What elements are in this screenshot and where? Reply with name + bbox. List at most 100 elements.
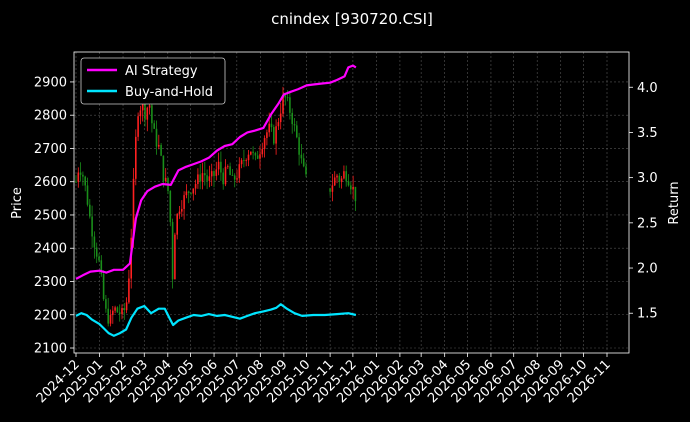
y-tick-label: 2300 [34, 275, 67, 290]
candle-body [128, 278, 130, 303]
candle-body [284, 95, 287, 98]
candle-body [345, 171, 348, 182]
candle-body [86, 185, 89, 205]
lines [75, 64, 357, 337]
candle-body [266, 132, 268, 139]
candle-body [289, 97, 291, 113]
candle-body [252, 151, 254, 153]
candle-body [174, 234, 176, 280]
y-axis-label: Price [10, 187, 25, 219]
candle-body [185, 191, 188, 196]
candle-body [236, 178, 238, 180]
candle-body [139, 110, 142, 117]
x-axis: 2024-122025-012025-022025-032025-042025-… [34, 353, 614, 406]
candle-body [204, 173, 206, 176]
candle-body [107, 308, 109, 324]
series-line-ai-strategy [75, 64, 357, 280]
candle-body [164, 177, 167, 182]
candle-body [79, 172, 82, 175]
candle-body [151, 105, 153, 124]
candle-body [245, 160, 247, 162]
y-tick-label: 2500 [34, 208, 67, 223]
candle-body [141, 103, 144, 111]
candle-body [240, 160, 243, 165]
candle-body [102, 274, 105, 300]
candle-body [183, 195, 185, 209]
candle-body [169, 190, 172, 223]
candle-body [123, 308, 126, 311]
candle-body [333, 177, 336, 186]
plot-frame [73, 51, 630, 354]
candle-body [215, 169, 218, 176]
candle-body [350, 185, 352, 190]
chart-title: cnindex [930720.CSI] [271, 10, 433, 28]
candle-body [210, 171, 213, 177]
candle-body [112, 310, 114, 316]
candle-body [100, 260, 103, 275]
candle-body [279, 113, 282, 123]
candle-body [352, 186, 354, 190]
candle-body [247, 154, 250, 161]
candle-body [109, 315, 112, 324]
candle-body [256, 155, 259, 159]
candle-body [329, 188, 331, 192]
candle-body [91, 216, 93, 237]
candle-body [105, 299, 107, 309]
candle-body [302, 158, 305, 167]
candle-body [171, 222, 174, 280]
candle-body [137, 116, 139, 137]
candle-body [343, 171, 345, 179]
candle-body [201, 173, 204, 182]
candle-body [273, 127, 275, 144]
y-right-tick-label: 4.0 [637, 81, 658, 96]
candle-body [259, 154, 261, 159]
candle-body [178, 211, 181, 215]
candle-body [233, 175, 236, 180]
candle-body [155, 128, 158, 147]
candle-body [194, 183, 197, 189]
y-tick-label: 2100 [34, 342, 67, 357]
y-tick-label: 2200 [34, 308, 67, 323]
candle-body [77, 172, 80, 182]
legend-label-buy-and-hold: Buy-and-Hold [125, 85, 213, 100]
candle-body [347, 181, 350, 186]
candle-body [293, 124, 296, 126]
candle-body [217, 161, 220, 170]
y-right-tick-label: 3.5 [637, 126, 658, 141]
series-line-buy-and-hold [75, 303, 357, 337]
candle-body [144, 103, 146, 120]
candle-body [227, 166, 229, 168]
candle-body [250, 151, 252, 155]
candle-body [206, 175, 208, 181]
candle-body [98, 256, 100, 261]
candle-body [148, 105, 151, 108]
y-right-tick-label: 3.0 [637, 171, 658, 186]
y-tick-label: 2800 [34, 109, 67, 124]
candle-body [160, 144, 162, 156]
candle-body [286, 97, 289, 99]
candle-body [268, 123, 270, 133]
y-tick-label: 2900 [34, 75, 67, 90]
candle-body [135, 136, 137, 179]
left-axis: 2100 2200 2300 2400 2500 2600 2700 2800 2900 [34, 75, 74, 357]
candle-body [229, 166, 231, 176]
candle-body [354, 186, 357, 202]
candle-body [338, 175, 341, 182]
candle-body [199, 174, 201, 182]
candle-body [224, 166, 227, 185]
y-axis-label-right: Return [667, 181, 682, 224]
candle-body [187, 191, 190, 193]
candle-body [121, 308, 123, 315]
legend-label-ai-strategy: AI Strategy [125, 64, 198, 79]
candle-body [197, 174, 199, 184]
candle-body [238, 164, 241, 179]
y-right-tick-label: 2.5 [637, 216, 658, 231]
candle-body [116, 307, 119, 313]
candle-body [336, 175, 338, 178]
candle-body [208, 176, 211, 181]
candle-body [89, 204, 91, 217]
candle-body [114, 307, 116, 311]
candle-body [305, 166, 307, 175]
candle-body [84, 176, 86, 186]
